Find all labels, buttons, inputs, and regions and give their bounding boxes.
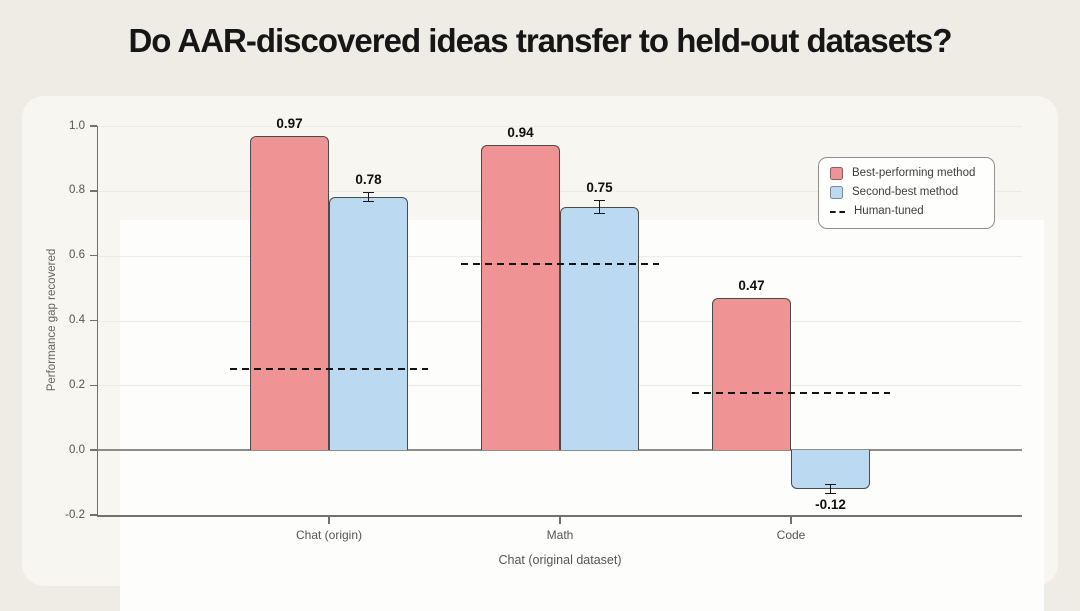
y-tick-mark bbox=[89, 384, 97, 387]
x-tick-label-2: Code bbox=[776, 528, 806, 542]
value-label-bestperforming-code: 0.47 bbox=[738, 277, 765, 293]
error-bar-secondbest-code bbox=[825, 484, 836, 494]
legend-label-second-best: Second-best method bbox=[852, 186, 959, 198]
x-tick-mark bbox=[328, 516, 330, 524]
value-label-secondbest-code: -0.12 bbox=[815, 496, 846, 512]
value-label-secondbest-math: 0.75 bbox=[586, 179, 613, 195]
y-tick-label: 0.8 bbox=[69, 184, 85, 197]
y-tick-label: -0.2 bbox=[65, 508, 85, 521]
bar-bestperforming-chat-origin bbox=[250, 135, 329, 451]
value-label-bestperforming-math: 0.94 bbox=[507, 125, 534, 141]
y-tick-mark bbox=[89, 319, 97, 322]
page-title: Do AAR-discovered ideas transfer to held… bbox=[128, 22, 952, 59]
zero-line bbox=[98, 449, 1022, 451]
bar-secondbest-chat-origin bbox=[329, 197, 408, 451]
dashed-line-swatch-icon bbox=[830, 210, 845, 213]
y-tick-label: 0.6 bbox=[69, 249, 85, 262]
error-bar-secondbest-math bbox=[594, 199, 605, 215]
y-tick-mark bbox=[89, 254, 97, 257]
legend: Best-performing method Second-best metho… bbox=[818, 157, 995, 229]
value-label-secondbest-chat-origin: 0.78 bbox=[355, 172, 382, 188]
second-best-method-swatch-icon bbox=[830, 186, 843, 199]
bar-secondbest-code bbox=[791, 450, 870, 490]
x-tick-label-0: Chat (origin) bbox=[295, 528, 363, 542]
y-tick-label: 0.0 bbox=[69, 443, 85, 456]
y-tick-mark bbox=[89, 190, 97, 192]
human-tuned-line-2 bbox=[692, 392, 890, 395]
y-tick-label: 0.2 bbox=[69, 378, 85, 391]
y-tick-mark bbox=[89, 449, 97, 451]
legend-item-best-method: Best-performing method bbox=[830, 167, 984, 180]
legend-item-second-best: Second-best method bbox=[830, 186, 984, 199]
error-bar-secondbest-chat-origin bbox=[363, 192, 374, 203]
gridline bbox=[98, 126, 1022, 127]
gridline bbox=[98, 190, 1022, 192]
human-tuned-line-0 bbox=[230, 368, 428, 371]
legend-item-human-tuned: Human-tuned bbox=[830, 205, 984, 218]
y-axis-spine bbox=[96, 126, 98, 517]
x-axis-spine bbox=[96, 515, 1022, 517]
y-tick-mark bbox=[89, 125, 97, 127]
bar-bestperforming-math bbox=[481, 145, 560, 451]
y-tick-label: 0.4 bbox=[69, 314, 85, 326]
x-axis-label: Chat (original dataset) bbox=[498, 553, 622, 567]
y-tick-label: 1.0 bbox=[69, 119, 85, 132]
x-tick-mark bbox=[559, 516, 561, 524]
legend-label-human-tuned: Human-tuned bbox=[854, 205, 924, 217]
x-tick-mark bbox=[790, 516, 792, 524]
human-tuned-line-1 bbox=[461, 262, 659, 265]
bar-bestperforming-code bbox=[712, 297, 791, 451]
best-method-swatch-icon bbox=[830, 167, 843, 180]
y-tick-mark bbox=[89, 514, 97, 516]
bar-secondbest-math bbox=[560, 207, 639, 451]
value-label-bestperforming-chat-origin: 0.97 bbox=[276, 115, 303, 131]
y-axis-label: Performance gap recovered bbox=[46, 248, 58, 392]
legend-label-best-method: Best-performing method bbox=[852, 167, 976, 179]
x-tick-label-1: Math bbox=[546, 528, 574, 542]
